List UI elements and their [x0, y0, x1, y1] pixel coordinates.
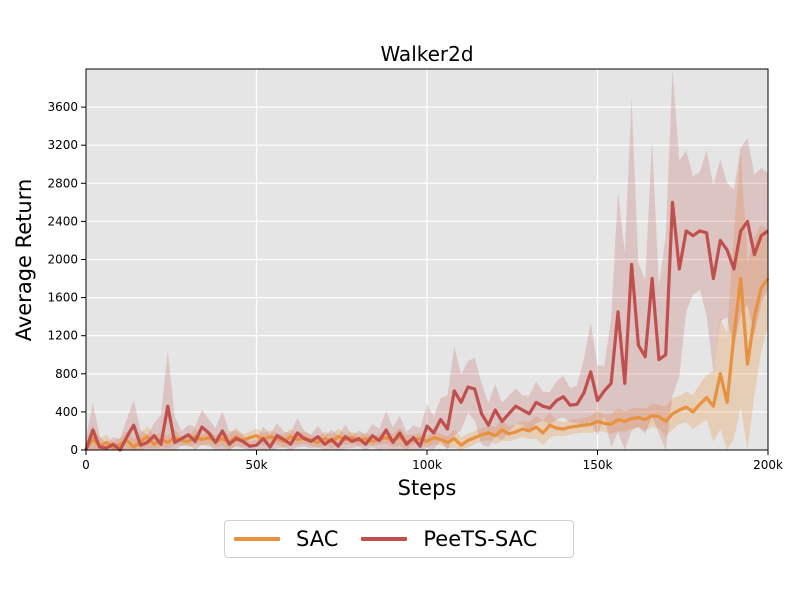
legend-swatch-sac — [234, 537, 280, 541]
legend-label-peets-sac: PeeTS-SAC — [423, 527, 538, 551]
confidence-bands — [86, 69, 768, 450]
x-tick-label: 0 — [82, 458, 90, 472]
y-tick-label: 2800 — [47, 176, 78, 190]
y-axis-ticks: 0 400 800 1200 1600 2000 2400 2800 3200 3600 — [47, 100, 86, 457]
x-tick-label: 150k — [583, 458, 613, 472]
y-tick-label: 2400 — [47, 214, 78, 228]
y-tick-label: 3200 — [47, 138, 78, 152]
y-tick-label: 2000 — [47, 253, 78, 267]
y-tick-label: 800 — [55, 367, 78, 381]
band-peets-sac — [86, 69, 768, 450]
legend-item-peets-sac: PeeTS-SAC — [361, 527, 537, 551]
x-axis-label: Steps — [398, 476, 457, 500]
x-tick-label: 50k — [245, 458, 267, 472]
series-lines — [84, 200, 770, 452]
x-axis-ticks: 0 50k 100k 150k 200k — [82, 450, 783, 472]
band-sac — [86, 150, 768, 450]
chart-title: Walker2d — [380, 42, 473, 66]
legend-label-sac: SAC — [296, 527, 339, 551]
y-tick-label: 1200 — [47, 329, 78, 343]
line-peets-sac — [84, 200, 769, 452]
y-tick-label: 0 — [70, 443, 78, 457]
y-axis-label: Average Return — [12, 179, 36, 342]
legend: SAC PeeTS-SAC — [224, 520, 574, 558]
y-tick-label: 1600 — [47, 291, 78, 305]
x-tick-label: 200k — [753, 458, 783, 472]
legend-swatch-peets-sac — [361, 537, 408, 541]
y-tick-label: 3600 — [47, 100, 78, 114]
legend-item-sac: SAC — [234, 527, 338, 551]
line-sac — [84, 276, 770, 450]
y-tick-label: 400 — [55, 405, 78, 419]
x-tick-label: 100k — [412, 458, 442, 472]
